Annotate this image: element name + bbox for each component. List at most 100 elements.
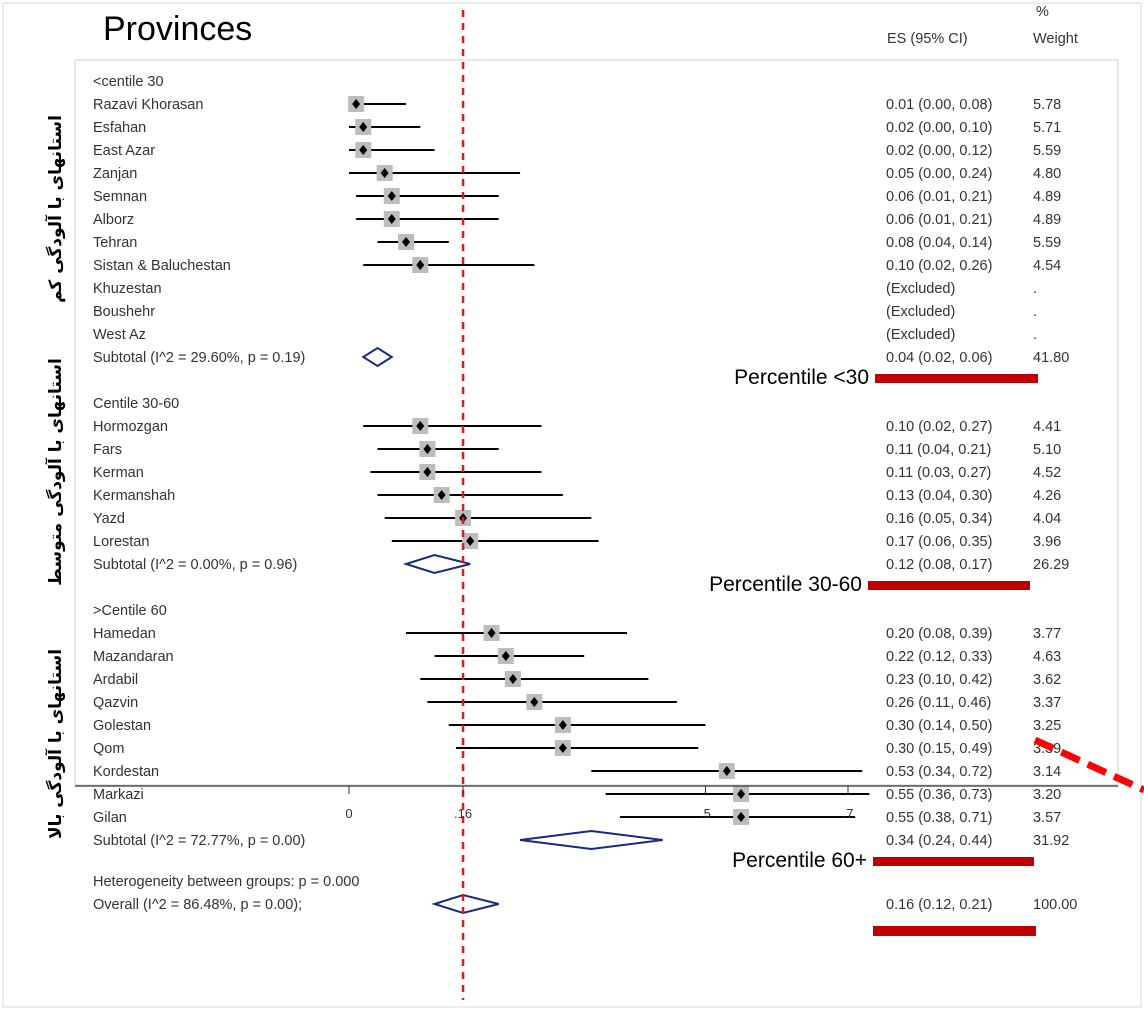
es-value: 0.11 (0.03, 0.27) (886, 465, 991, 481)
study-label: Lorestan (93, 534, 149, 550)
side-label-high: استانهای با آلودگی بالا (44, 649, 66, 839)
study-label: Gilan (93, 810, 127, 826)
weight-value: 5.59 (1033, 143, 1061, 159)
study-label: Alborz (93, 212, 134, 228)
subtotal-weight-value: 41.80 (1033, 350, 1069, 366)
point-estimate (737, 789, 746, 799)
study-label: Tehran (93, 235, 137, 251)
weight-value: . (1033, 281, 1037, 297)
study-label: Ardabil (93, 672, 138, 688)
es-value: 0.26 (0.11, 0.46) (886, 695, 991, 711)
weight-value: 4.89 (1033, 189, 1061, 205)
study-row: Golestan 0.30 (0.14, 0.50) 3.25 (93, 717, 1061, 734)
study-row: Tehran 0.08 (0.04, 0.14) 5.59 (93, 234, 1061, 251)
x-tick-label: 0 (345, 806, 352, 821)
study-label: Kordestan (93, 764, 159, 780)
study-label: Qom (93, 741, 124, 757)
red-dashed-connector (1033, 736, 1144, 794)
study-label: Golestan (93, 718, 151, 734)
study-row: Qazvin 0.26 (0.11, 0.46) 3.37 (93, 694, 1061, 711)
study-row: Semnan 0.06 (0.01, 0.21) 4.89 (93, 188, 1061, 205)
subtotal-weight-value: 31.92 (1033, 833, 1069, 849)
weight-value: 3.77 (1033, 626, 1061, 642)
x-tick-label: .16 (454, 806, 472, 821)
study-label: Hamedan (93, 626, 156, 642)
weight-value: 3.20 (1033, 787, 1061, 803)
study-label: West Az (93, 327, 146, 343)
point-estimate (508, 674, 517, 684)
study-row: West Az (Excluded). (93, 327, 1037, 343)
es-value: 0.02 (0.00, 0.10) (886, 120, 992, 136)
es-value: 0.01 (0.00, 0.08) (886, 97, 992, 113)
weight-value: 4.26 (1033, 488, 1061, 504)
study-label: Khuzestan (93, 281, 162, 297)
percentile-badge-bar (875, 374, 1038, 383)
study-row: Ardabil 0.23 (0.10, 0.42) 3.62 (93, 671, 1061, 688)
study-label: Markazi (93, 787, 144, 803)
es-value: 0.05 (0.00, 0.24) (886, 166, 992, 182)
es-value: 0.10 (0.02, 0.26) (886, 258, 992, 274)
study-row: Hamedan 0.20 (0.08, 0.39) 3.77 (93, 625, 1061, 642)
point-estimate (387, 214, 396, 224)
study-label: Hormozgan (93, 419, 168, 435)
study-row: Esfahan 0.02 (0.00, 0.10) 5.71 (93, 119, 1061, 136)
weight-value: 4.80 (1033, 166, 1061, 182)
study-label: Semnan (93, 189, 147, 205)
group-header: Centile 30-60 (93, 396, 179, 412)
percentile-badge-label: Percentile 30-60 (709, 573, 862, 596)
study-label: East Azar (93, 143, 155, 159)
weight-value: 3.57 (1033, 810, 1061, 826)
es-value: 0.11 (0.04, 0.21) (886, 442, 991, 458)
es-value: 0.22 (0.12, 0.33) (886, 649, 992, 665)
es-value: (Excluded) (886, 304, 955, 320)
study-row: Lorestan 0.17 (0.06, 0.35) 3.96 (93, 533, 1061, 550)
point-estimate (423, 467, 432, 477)
weight-value: 5.59 (1033, 235, 1061, 251)
x-tick-label: .7 (843, 806, 854, 821)
point-estimate (437, 490, 446, 500)
study-row: Markazi 0.55 (0.36, 0.73) 3.20 (93, 786, 1061, 803)
es-value: 0.06 (0.01, 0.21) (886, 189, 992, 205)
weight-value: 3.25 (1033, 718, 1061, 734)
side-label-low: استانهای با آلودگی کم (44, 115, 66, 303)
subtotal-weight-value: 26.29 (1033, 557, 1069, 573)
percentile-badge-bar (873, 857, 1034, 866)
overall-diamond (431, 893, 499, 915)
point-estimate (501, 651, 510, 661)
study-label: Esfahan (93, 120, 146, 136)
side-label-group-3-box: استانهای با آلودگی بالا (35, 628, 73, 860)
weight-value: 3.14 (1033, 764, 1061, 780)
weight-value: 4.41 (1033, 419, 1061, 435)
study-row: Kordestan 0.53 (0.34, 0.72) 3.14 (93, 763, 1061, 780)
es-value: 0.16 (0.05, 0.34) (886, 511, 992, 527)
study-label: Yazd (93, 511, 125, 527)
point-estimate (722, 766, 731, 776)
percentile-badge-label: Percentile 60+ (732, 849, 867, 872)
weight-value: 3.62 (1033, 672, 1061, 688)
subtotal-label: Subtotal (I^2 = 0.00%, p = 0.96) (93, 557, 297, 573)
weight-value: 4.54 (1033, 258, 1061, 274)
point-estimate (558, 720, 567, 730)
es-value: 0.13 (0.04, 0.30) (886, 488, 992, 504)
group-header: >Centile 60 (93, 603, 167, 619)
study-label: Kerman (93, 465, 144, 481)
study-row: Hormozgan 0.10 (0.02, 0.27) 4.41 (93, 418, 1061, 435)
study-row: Razavi Khorasan 0.01 (0.00, 0.08) 5.78 (93, 96, 1061, 113)
point-estimate (416, 421, 425, 431)
es-value: 0.17 (0.06, 0.35) (886, 534, 992, 550)
forest-rows: <centile 30 Razavi Khorasan 0.01 (0.00, 0.… (93, 74, 1077, 936)
study-label: Kermanshah (93, 488, 175, 504)
es-value: 0.53 (0.34, 0.72) (886, 764, 992, 780)
weight-column-header: Weight (1033, 31, 1078, 47)
subtotal-diamond (519, 829, 663, 851)
study-row: Boushehr (Excluded). (93, 304, 1037, 320)
study-row: Khuzestan (Excluded). (93, 281, 1037, 297)
subtotal-diamond (402, 553, 471, 575)
weight-value: 3.96 (1033, 534, 1061, 550)
overall-badge-bar (873, 926, 1036, 936)
point-estimate (380, 168, 389, 178)
weight-value: 4.04 (1033, 511, 1061, 527)
subtotal-diamond (361, 346, 394, 368)
subtotal-es-value: 0.12 (0.08, 0.17) (886, 557, 992, 573)
